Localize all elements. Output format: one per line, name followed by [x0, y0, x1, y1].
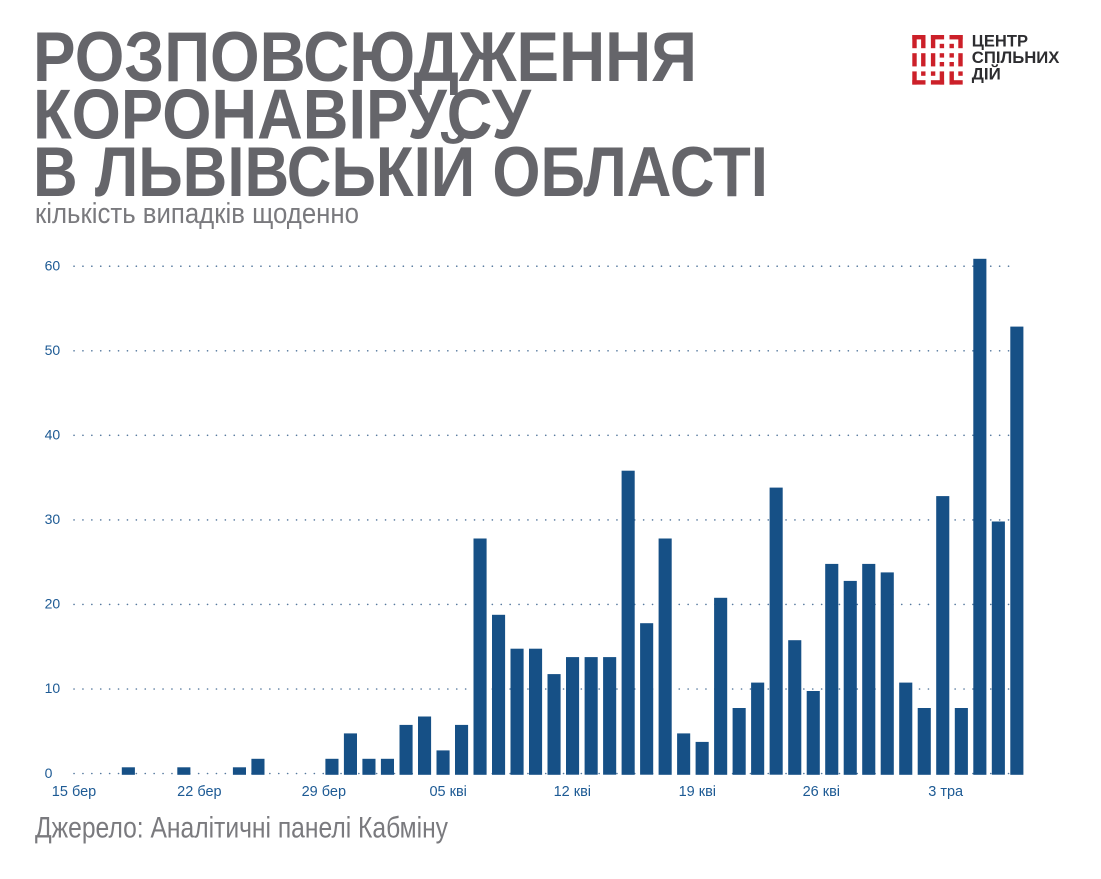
svg-text:15 бер: 15 бер	[52, 784, 96, 800]
svg-text:3 тра: 3 тра	[928, 784, 964, 800]
svg-text:10: 10	[45, 680, 61, 696]
svg-text:30: 30	[45, 511, 61, 527]
svg-text:ЦЕНТР: ЦЕНТР	[972, 31, 1028, 50]
svg-text:29 бер: 29 бер	[302, 784, 346, 800]
svg-text:26 кві: 26 кві	[803, 784, 840, 800]
svg-text:Джерело: Аналітичні панелі Каб: Джерело: Аналітичні панелі Кабміну	[35, 812, 448, 845]
svg-text:20: 20	[45, 596, 61, 612]
svg-text:05 кві: 05 кві	[429, 784, 466, 800]
svg-text:ДІЙ: ДІЙ	[972, 64, 1001, 83]
svg-text:кількість випадків щоденно: кількість випадків щоденно	[35, 198, 359, 230]
svg-text:РОЗПОВСЮДЖЕННЯ: РОЗПОВСЮДЖЕННЯ	[33, 17, 697, 96]
svg-text:0: 0	[45, 765, 53, 781]
svg-text:СПІЛЬНИХ: СПІЛЬНИХ	[972, 48, 1060, 67]
svg-text:22 бер: 22 бер	[177, 784, 221, 800]
svg-text:В ЛЬВІВСЬКІЙ ОБЛАСТІ: В ЛЬВІВСЬКІЙ ОБЛАСТІ	[33, 132, 768, 211]
svg-text:50: 50	[45, 342, 61, 358]
svg-text:60: 60	[45, 258, 61, 274]
svg-text:КОРОНАВІРУСУ: КОРОНАВІРУСУ	[33, 75, 532, 154]
svg-text:12 кві: 12 кві	[554, 784, 591, 800]
svg-text:19 кві: 19 кві	[679, 784, 716, 800]
svg-text:40: 40	[45, 427, 61, 443]
